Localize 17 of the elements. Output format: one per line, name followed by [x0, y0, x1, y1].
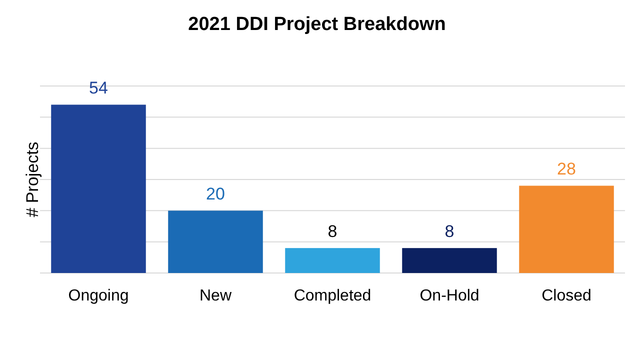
y-axis-title: # Projects [23, 142, 42, 218]
data-label: 54 [89, 78, 108, 98]
data-label: 8 [328, 222, 338, 242]
data-label: 20 [206, 184, 225, 204]
x-tick-label: Completed [294, 287, 372, 304]
x-tick-label: New [199, 287, 232, 304]
bar [168, 210, 263, 273]
data-label: 28 [557, 160, 576, 179]
chart-title: 2021 DDI Project Breakdown [188, 14, 446, 35]
x-tick-label: Closed [542, 287, 592, 304]
x-tick-label: On-Hold [420, 287, 480, 304]
bar [519, 186, 614, 273]
bar [51, 104, 146, 273]
x-tick-label: Ongoing [68, 287, 129, 304]
data-label: 8 [444, 222, 454, 242]
bar [402, 248, 497, 273]
bar [285, 248, 380, 273]
